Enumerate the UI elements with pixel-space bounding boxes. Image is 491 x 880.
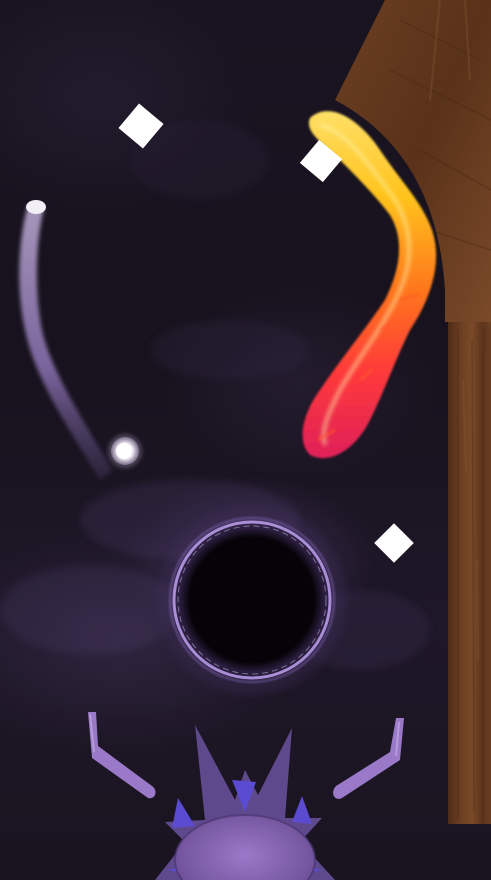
white-ball — [108, 434, 142, 468]
wooden-wall — [335, 0, 491, 824]
diamond-bumper — [374, 523, 414, 563]
black-hole-portal — [157, 505, 347, 695]
launch-trail — [19, 200, 112, 480]
right-flipper[interactable] — [333, 718, 404, 799]
diamond-bumpers — [118, 103, 414, 563]
left-flipper[interactable] — [88, 712, 156, 799]
spiked-launcher[interactable] — [155, 725, 335, 880]
diamond-bumper — [118, 103, 164, 149]
fire-ramp — [302, 111, 437, 459]
diamond-bumper — [299, 139, 343, 183]
